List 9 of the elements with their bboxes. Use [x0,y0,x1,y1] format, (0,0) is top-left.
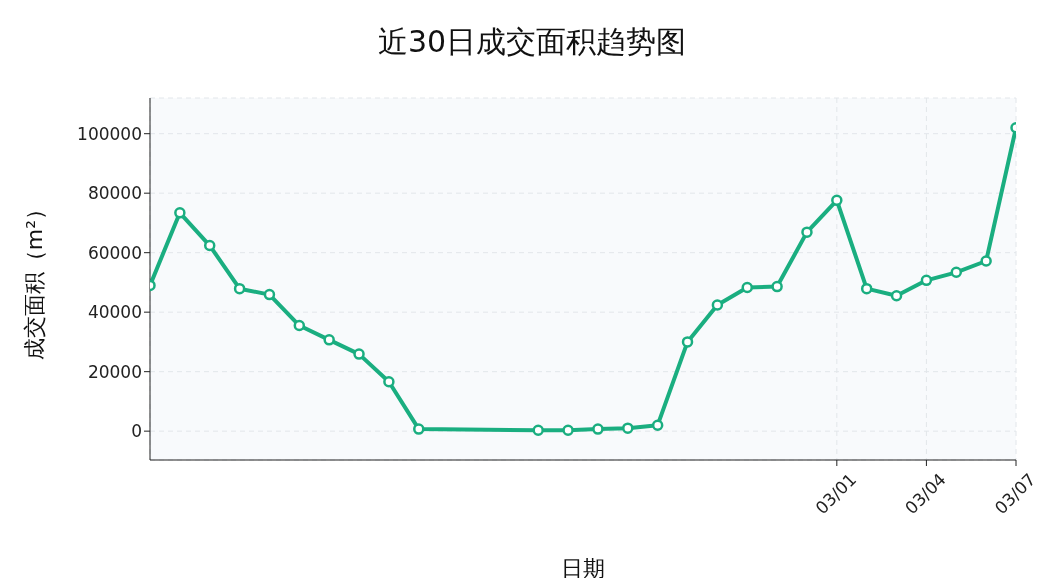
y-tick-label: 40000 [87,302,142,323]
chart-title: 近30日成交面积趋势图 [376,23,688,61]
y-tick-label: 60000 [87,242,142,263]
y-tick-label: 0 [131,421,142,442]
x-axis-title: 日期 [561,556,605,581]
y-tick-label: 80000 [87,183,142,204]
y-tick-label: 20000 [87,361,142,382]
y-tick-label: 100000 [77,123,142,144]
y-axis-title: 成交面积（m²） [21,197,47,361]
